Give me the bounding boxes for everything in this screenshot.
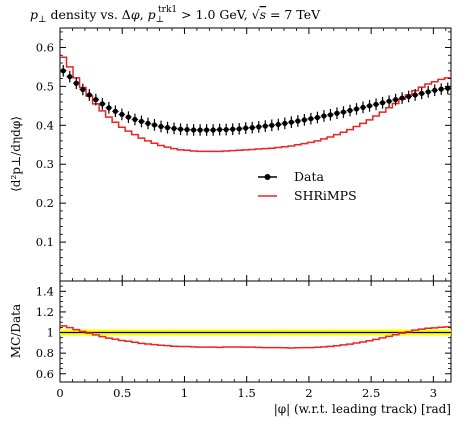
data-point (366, 103, 373, 109)
data-point (347, 107, 353, 114)
data-point (80, 86, 86, 93)
data-point (145, 120, 151, 126)
data-point (327, 112, 334, 118)
data-point (445, 85, 451, 91)
data-point (288, 119, 294, 125)
data-point (269, 122, 275, 128)
data-point (432, 87, 438, 93)
legend-data-label: Data (294, 169, 324, 184)
data-point (151, 122, 158, 128)
x-tick-label: 2 (305, 386, 312, 400)
data-point (132, 116, 138, 123)
data-point (184, 126, 190, 133)
data-point (334, 110, 340, 116)
data-point (399, 95, 405, 101)
shrimps-series-line (60, 56, 451, 153)
data-point (197, 127, 203, 133)
legend-shrimps-label: SHRiMPS (294, 188, 357, 203)
x-tick-label: 1 (181, 386, 188, 400)
data-point (210, 127, 216, 133)
data-point (112, 108, 118, 114)
data-point (373, 101, 379, 107)
ratio-y-tick-label: 1.2 (36, 305, 54, 319)
chart-title: p⊥ density vs. Δφ, p⊥trk1 > 1.0 GeV, √s … (30, 5, 321, 25)
ratio-y-axis-label: MC/Data (9, 304, 23, 358)
data-point (60, 68, 66, 74)
data-point (177, 126, 184, 132)
data-point (230, 126, 236, 132)
data-point (295, 118, 301, 124)
data-point (249, 125, 255, 131)
data-point (236, 126, 242, 132)
data-point (119, 111, 125, 118)
x-tick-label: 0 (56, 386, 63, 400)
data-point (406, 93, 412, 100)
data-point (73, 80, 79, 86)
data-point (393, 97, 399, 103)
y-tick-label: 0.3 (36, 157, 54, 171)
x-axis-label: |φ| (w.r.t. leading track) [rad] (274, 402, 451, 416)
data-point (171, 125, 177, 132)
data-point (243, 125, 249, 131)
x-tick-label: 3 (430, 386, 437, 400)
data-point (314, 114, 321, 121)
data-point (125, 114, 132, 120)
data-point (106, 105, 112, 111)
data-point (164, 125, 171, 131)
ratio-y-tick-label: 0.6 (36, 367, 54, 381)
y-tick-label: 0.6 (36, 40, 54, 54)
y-tick-label: 0.5 (36, 79, 54, 93)
x-tick-label: 0.5 (113, 386, 131, 400)
data-point (86, 92, 92, 98)
data-point (275, 121, 281, 128)
data-point (138, 118, 145, 125)
data-point (308, 116, 314, 122)
data-point (321, 113, 327, 119)
data-point (412, 92, 418, 98)
y-tick-label: 0.1 (36, 235, 54, 249)
data-point (262, 123, 268, 129)
data-point (419, 90, 425, 96)
data-point (438, 86, 444, 92)
data-point (67, 74, 73, 80)
data-point (217, 126, 223, 133)
data-point (223, 126, 229, 133)
data-point (353, 106, 360, 112)
data-point (386, 98, 392, 104)
data-point (425, 89, 431, 95)
x-tick-label: 2.5 (362, 386, 380, 400)
data-point (204, 127, 210, 133)
data-point (99, 101, 105, 107)
main-plot-frame (59, 27, 452, 282)
ratio-shrimps-line (60, 325, 451, 349)
data-point (282, 120, 288, 126)
y-axis-label: ⟨d²p⊥/dηdφ⟩ (9, 116, 23, 192)
data-point (256, 124, 262, 130)
data-point (360, 104, 366, 111)
legend-data-marker (264, 174, 271, 180)
data-point (158, 123, 164, 130)
y-tick-label: 0.4 (36, 118, 54, 132)
x-tick-label: 1.5 (238, 386, 256, 400)
ratio-y-tick-label: 0.8 (36, 346, 54, 360)
y-tick-label: 0.2 (36, 196, 54, 210)
data-point (301, 117, 307, 123)
ratio-y-tick-label: 1.4 (36, 284, 54, 298)
data-point (340, 109, 347, 115)
data-point (93, 97, 99, 103)
data-point (379, 100, 386, 106)
ratio-y-tick-label: 1 (47, 326, 54, 340)
data-point (190, 127, 197, 133)
